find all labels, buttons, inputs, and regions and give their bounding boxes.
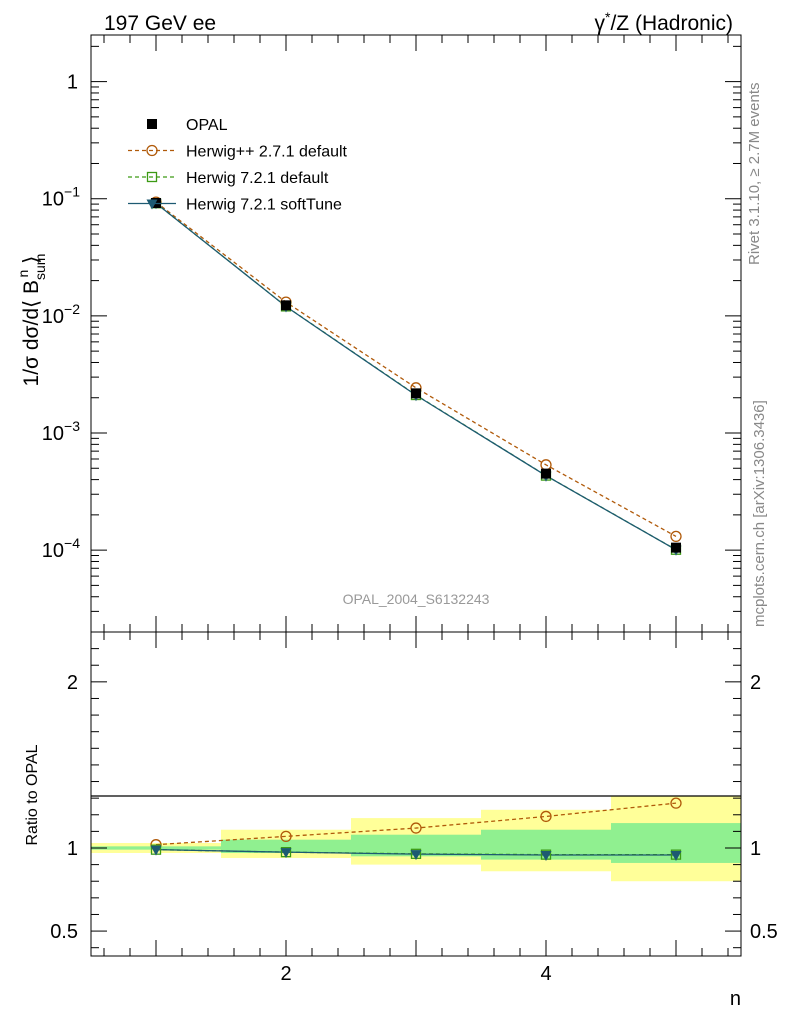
main-line-herwig-7-2-1-default	[155, 202, 677, 551]
mcplots-label: mcplots.cern.ch [arXiv:1306.3436]	[751, 400, 768, 627]
legend-marker-herwig-2-7-1-default	[146, 144, 158, 157]
left-title: 197 GeV ee	[104, 12, 216, 35]
legend-marker-herwig-7-2-1-default	[146, 171, 158, 183]
main-line-herwig-7-2-1-softtune	[155, 202, 677, 551]
ratio-axis-ticks	[91, 632, 741, 956]
legend-marker-herwig-7-2-1-softtune	[146, 199, 158, 210]
legend-marker-opal	[147, 119, 157, 129]
legend-label-herwig-2-7-1-default: Herwig++ 2.7.1 default	[186, 144, 348, 161]
ratio-point-herwig-2-7-1-default	[410, 822, 422, 834]
main-point-opal	[411, 388, 421, 399]
ratio-line-herwig-2-7-1-default	[155, 802, 677, 846]
main-ylabel-part1: 1/σ dσ/d⟨ B	[20, 280, 43, 387]
ratio-y-tick-label-right: 0.5	[750, 921, 778, 943]
main-panel: 1/σ dσ/d⟨ Bsumn ⟩ OPAL_2004_S6132243 1 10…	[15, 34, 742, 633]
legend-label-herwig-7-2-1-default: Herwig 7.2.1 default	[186, 170, 329, 187]
legend-label-opal: OPAL	[186, 117, 228, 134]
ratio-y-tick-label-right: 2	[750, 672, 761, 694]
main-point-opal	[281, 300, 291, 311]
right-title: γ*/Z (Hadronic)	[595, 9, 733, 35]
ratio-point-herwig-7-2-1-softtune	[410, 850, 422, 861]
main-line-herwig-2-7-1-default	[155, 201, 677, 537]
main-y-tick-labels: 1 10−1 10−2 10−3 10−4	[42, 72, 80, 563]
main-axis-ticks	[91, 35, 741, 633]
ratio-ylabel: Ratio to OPAL	[24, 744, 41, 845]
main-y-tick-label: 1	[67, 72, 78, 94]
ratio-point-herwig-7-2-1-softtune	[150, 845, 162, 856]
main-point-herwig-2-7-1-default	[670, 530, 682, 543]
ratio-y-tick-label-right: 1	[750, 838, 761, 860]
main-point-opal	[671, 542, 681, 553]
ratio-series-markers	[150, 797, 682, 861]
ratio-y-tick-label-left: 2	[67, 672, 78, 694]
main-y-tick-label: 10−3	[42, 418, 80, 445]
main-point-opal	[541, 468, 551, 479]
main-ylabel-close: ⟩	[20, 256, 43, 270]
ratio-point-herwig-2-7-1-default	[670, 797, 682, 809]
ratio-y-tick-labels: 2 2 1 1 0.5 0.5	[50, 672, 778, 943]
main-y-tick-label: 10−4	[42, 535, 80, 562]
ratio-frame	[90, 631, 742, 957]
ratio-y-tick-label-left: 0.5	[50, 921, 78, 943]
main-y-tick-label: 10−2	[42, 301, 80, 328]
ratio-band-stat	[351, 834, 481, 857]
ratio-point-herwig-7-2-1-softtune	[540, 850, 552, 861]
main-series-lines	[155, 201, 677, 551]
legend-label-herwig-7-2-1-softtune: Herwig 7.2.1 softTune	[186, 197, 342, 214]
ratio-y-tick-label-left: 1	[67, 838, 78, 860]
analysis-watermark: OPAL_2004_S6132243	[343, 591, 490, 607]
ratio-point-herwig-2-7-1-default	[540, 810, 552, 823]
ratio-point-herwig-2-7-1-default	[280, 830, 292, 843]
legend: OPAL Herwig++ 2.7.1 default Herwig 7.2.1 d…	[128, 117, 348, 214]
right-title-sup: *	[605, 9, 611, 25]
main-y-tick-label: 10−1	[42, 184, 80, 211]
main-ylabel-sub: sum	[32, 254, 48, 280]
x-tick-label: 2	[280, 963, 291, 985]
main-ylabel-sup: n	[15, 270, 31, 278]
main-series-markers	[150, 196, 682, 556]
ratio-point-herwig-7-2-1-softtune	[280, 848, 292, 859]
right-title-rest: /Z (Hadronic)	[610, 12, 733, 35]
x-tick-label: 4	[540, 963, 551, 985]
rivet-label: Rivet 3.1.10, ≥ 2.7M events	[746, 83, 763, 266]
ratio-point-herwig-7-2-1-softtune	[670, 850, 682, 861]
main-ylabel: 1/σ dσ/d⟨ Bsumn ⟩	[15, 254, 48, 387]
ratio-uncertainty-bands	[91, 796, 741, 882]
x-axis-label: n	[730, 988, 741, 1010]
ratio-band-stat	[221, 839, 351, 853]
right-title-gamma: γ	[595, 12, 606, 35]
